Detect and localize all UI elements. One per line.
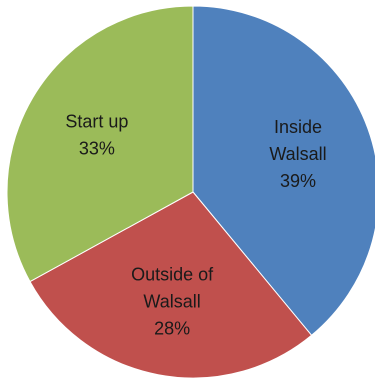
pie-label-name: Walsall [143,292,200,312]
pie-label-1: Outside of Walsall 28% [131,265,214,339]
pie-slice-0 [192,5,375,337]
pie-slice-2 [6,5,194,283]
pie-label-name: Walsall [269,144,326,164]
pie-label-percent: 33% [79,139,115,159]
pie-slice-1 [29,191,313,378]
pie-label-name: Outside of [131,265,214,285]
pie-label-name: Inside [274,117,322,137]
pie-label-0: Inside Walsall 39% [269,117,326,191]
pie-label-2: Start up 33% [65,112,128,159]
pie-labels: Inside Walsall 39% Outside of Walsall 28% Star… [65,112,326,339]
pie-slices [6,5,375,378]
pie-label-name: Start up [65,112,128,132]
pie-label-percent: 28% [154,319,190,339]
pie-label-percent: 39% [280,171,316,191]
